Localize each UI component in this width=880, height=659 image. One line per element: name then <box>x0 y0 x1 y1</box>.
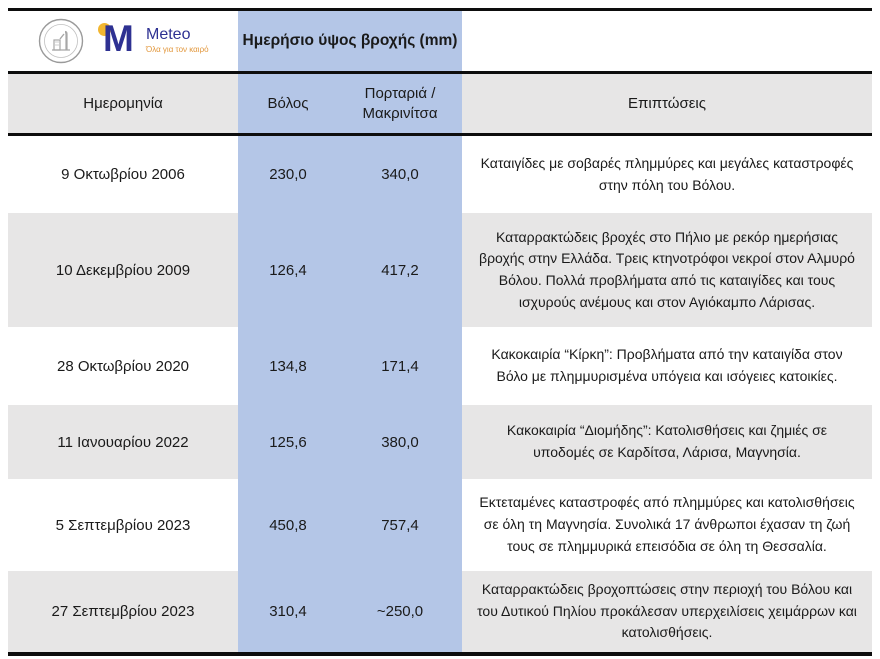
impacts-cell: Καταρρακτώδεις βροχές στο Πήλιο με ρεκόρ… <box>462 213 872 327</box>
rainfall-table: M Meteo Όλα για τον καιρό Ημερήσιο ύψος … <box>8 8 872 657</box>
logo-band-spacer <box>462 11 872 71</box>
volos-value-cell: 126,4 <box>238 213 338 327</box>
header-date: Ημερομηνία <box>8 74 238 133</box>
date-cell: 5 Σεπτεμβρίου 2023 <box>8 479 238 571</box>
volos-value-cell: 134,8 <box>238 327 338 405</box>
portaria-value-cell: 417,2 <box>338 213 462 327</box>
impacts-cell: Κακοκαιρία “Διομήδης”: Κατολισθήσεις και… <box>462 405 872 479</box>
date-cell: 28 Οκτωβρίου 2020 <box>8 327 238 405</box>
table-row: 27 Σεπτεμβρίου 2023 310,4 ~250,0 Καταρρα… <box>8 571 872 653</box>
volos-value-cell: 450,8 <box>238 479 338 571</box>
date-cell: 11 Ιανουαρίου 2022 <box>8 405 238 479</box>
table-row: 11 Ιανουαρίου 2022 125,6 380,0 Κακοκαιρί… <box>8 405 872 479</box>
table-row: 9 Οκτωβρίου 2006 230,0 340,0 Καταιγίδες … <box>8 136 872 213</box>
portaria-value-cell: 380,0 <box>338 405 462 479</box>
portaria-value-cell: ~250,0 <box>338 571 462 653</box>
observatory-seal-icon <box>38 18 84 64</box>
meteo-m-letter: M <box>103 18 134 59</box>
impacts-cell: Κακοκαιρία “Κίρκη”: Προβλήματα από την κ… <box>462 327 872 405</box>
impacts-cell: Καταρρακτώδεις βροχοπτώσεις στην περιοχή… <box>462 571 872 653</box>
date-cell: 10 Δεκεμβρίου 2009 <box>8 213 238 327</box>
meteo-yellow-dot-icon <box>98 23 111 36</box>
logo-cell: M Meteo Όλα για τον καιρό <box>8 11 238 71</box>
header-impacts: Επιπτώσεις <box>462 74 872 133</box>
border-below-logo <box>8 71 872 74</box>
volos-value-cell: 230,0 <box>238 136 338 213</box>
border-below-header <box>8 133 872 136</box>
date-cell: 9 Οκτωβρίου 2006 <box>8 136 238 213</box>
header-volos: Βόλος <box>238 74 338 133</box>
table-row: 5 Σεπτεμβρίου 2023 450,8 757,4 Εκτεταμέν… <box>8 479 872 571</box>
meteo-logo-icon: M <box>98 18 140 61</box>
volos-value-cell: 310,4 <box>238 571 338 653</box>
meteo-logo: M Meteo Όλα για τον καιρό <box>98 18 209 61</box>
meteo-name: Meteo <box>146 26 191 44</box>
impacts-cell: Καταιγίδες με σοβαρές πλημμύρες και μεγά… <box>462 136 872 213</box>
portaria-value-cell: 757,4 <box>338 479 462 571</box>
meteo-tagline: Όλα για τον καιρό <box>146 45 209 55</box>
portaria-value-cell: 171,4 <box>338 327 462 405</box>
table-title: Ημερήσιο ύψος βροχής (mm) <box>238 11 462 71</box>
table-row: 10 Δεκεμβρίου 2009 126,4 417,2 Καταρρακτ… <box>8 213 872 327</box>
portaria-value-cell: 340,0 <box>338 136 462 213</box>
meteo-logo-text: Meteo Όλα για τον καιρό <box>146 26 209 55</box>
top-border <box>8 8 872 11</box>
impacts-cell: Εκτεταμένες καταστροφές από πλημμύρες κα… <box>462 479 872 571</box>
header-row: Ημερομηνία Βόλος Πορταριά / Μακρινίτσα Ε… <box>8 74 872 133</box>
date-cell: 27 Σεπτεμβρίου 2023 <box>8 571 238 653</box>
table-row: 28 Οκτωβρίου 2020 134,8 171,4 Κακοκαιρία… <box>8 327 872 405</box>
bottom-border <box>8 652 872 657</box>
volos-value-cell: 125,6 <box>238 405 338 479</box>
header-portaria-makrinitsa: Πορταριά / Μακρινίτσα <box>338 74 462 133</box>
logo-band: M Meteo Όλα για τον καιρό Ημερήσιο ύψος … <box>8 11 872 71</box>
